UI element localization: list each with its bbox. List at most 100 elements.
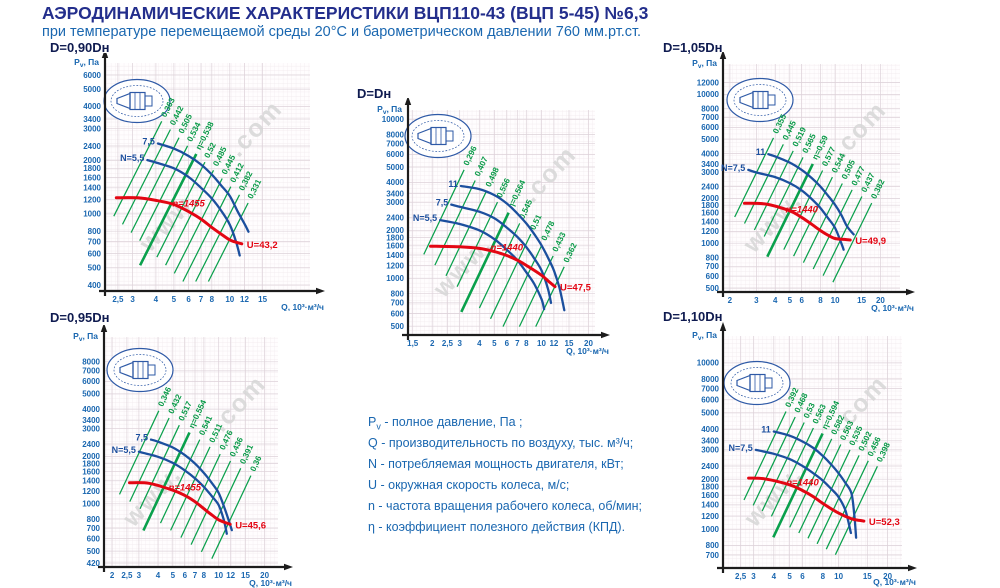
legend: Pv - полное давление, Па ; Q - производи… <box>368 414 642 540</box>
power-curve <box>156 142 250 233</box>
y-axis-title: Pv, Па <box>377 104 402 116</box>
rotation-speed-label: n=1440 <box>491 243 524 254</box>
svg-text:3: 3 <box>130 295 135 304</box>
svg-text:2,5: 2,5 <box>112 295 124 304</box>
svg-text:500: 500 <box>391 322 405 331</box>
speed-curve <box>743 201 852 242</box>
svg-text:1600: 1600 <box>82 468 100 477</box>
rotation-speed-label: n=1440 <box>786 478 819 489</box>
svg-text:15: 15 <box>863 572 872 581</box>
legend-line: U - окружная скорость колеса, м/с; <box>368 478 570 492</box>
svg-text:7: 7 <box>199 295 204 304</box>
svg-text:6: 6 <box>183 571 188 580</box>
svg-text:1200: 1200 <box>701 512 719 521</box>
efficiency-lines: 0,3920,4680,530,563η=0,5940,5820,5630,53… <box>743 386 892 555</box>
fan-curve-chart: www..com0,3630,4420,5050,534η=0,5380,520… <box>74 53 325 311</box>
tip-speed-label: U=52,3 <box>869 517 900 528</box>
chart-variant-label: D=0,95Dн <box>50 310 110 325</box>
svg-text:3000: 3000 <box>82 425 100 434</box>
svg-text:1000: 1000 <box>701 525 719 534</box>
svg-text:1800: 1800 <box>701 201 719 210</box>
svg-text:400: 400 <box>88 281 102 290</box>
efficiency-lines: 0,3630,4420,5050,534η=0,5380,520,4850,44… <box>113 96 263 282</box>
y-axis-title: Pv, Па <box>73 331 98 343</box>
svg-text:20: 20 <box>260 571 269 580</box>
tip-speed-label: U=49,9 <box>855 236 886 247</box>
svg-text:3: 3 <box>457 339 462 348</box>
svg-text:10: 10 <box>225 295 234 304</box>
manufacturer-stamp-logo <box>404 113 472 159</box>
svg-text:500: 500 <box>88 264 102 273</box>
svg-text:4: 4 <box>154 295 159 304</box>
svg-text:12: 12 <box>240 295 249 304</box>
svg-text:800: 800 <box>391 290 405 299</box>
svg-text:12: 12 <box>549 339 558 348</box>
power-curve <box>137 450 228 535</box>
manufacturer-stamp-logo <box>726 77 794 123</box>
fan-curve-chart: www..com0,3550,4450,5190,565η=0,590,5770… <box>692 52 915 312</box>
svg-text:7: 7 <box>515 339 520 348</box>
svg-text:6: 6 <box>186 295 191 304</box>
power-curve-label: N=5,5 <box>413 213 437 223</box>
svg-text:5: 5 <box>172 295 177 304</box>
svg-text:600: 600 <box>87 534 101 543</box>
svg-text:2000: 2000 <box>386 226 404 235</box>
power-curve <box>747 168 845 251</box>
page-subtitle: при температуре перемещаемой среды 20°С … <box>42 24 642 40</box>
rotation-speed-label: n=1440 <box>785 204 818 215</box>
axes <box>98 331 286 572</box>
fan-curve-chart: www..com0,3460,4320,517η=0,5540,5410,511… <box>73 325 293 588</box>
rotation-speed-label: n=1455 <box>169 482 202 493</box>
legend-line: Pv - полное давление, Па ; <box>368 415 523 432</box>
svg-text:15: 15 <box>857 296 866 305</box>
svg-text:2: 2 <box>110 571 115 580</box>
svg-text:1400: 1400 <box>82 477 100 486</box>
y-axis-title: Pv, Па <box>692 58 717 70</box>
svg-text:1200: 1200 <box>701 227 719 236</box>
svg-text:8: 8 <box>210 295 215 304</box>
tick-labels: 1200010000800070006000500040003400300024… <box>697 78 886 305</box>
svg-text:8: 8 <box>524 339 529 348</box>
svg-text:8000: 8000 <box>386 130 404 139</box>
svg-text:3: 3 <box>754 296 759 305</box>
svg-text:1200: 1200 <box>82 487 100 496</box>
svg-text:700: 700 <box>88 237 102 246</box>
svg-text:10000: 10000 <box>697 359 720 368</box>
speed-curve <box>128 481 232 526</box>
svg-text:1000: 1000 <box>83 210 101 219</box>
svg-text:10: 10 <box>834 572 843 581</box>
svg-text:3400: 3400 <box>83 115 101 124</box>
svg-text:600: 600 <box>706 272 720 281</box>
svg-text:800: 800 <box>88 227 102 236</box>
svg-text:2400: 2400 <box>386 214 404 223</box>
svg-text:20: 20 <box>584 339 593 348</box>
svg-text:5000: 5000 <box>82 390 100 399</box>
chart-variant-label: D=Dн <box>357 86 392 101</box>
manufacturer-stamp-logo <box>103 78 171 124</box>
y-axis-title: Pv, Па <box>692 330 717 342</box>
svg-text:4: 4 <box>156 571 161 580</box>
svg-text:3400: 3400 <box>701 437 719 446</box>
svg-text:3000: 3000 <box>701 446 719 455</box>
svg-text:1400: 1400 <box>701 217 719 226</box>
svg-text:3000: 3000 <box>701 168 719 177</box>
x-axis-title: Q, 10³·м³/ч <box>566 346 609 356</box>
svg-text:6000: 6000 <box>701 396 719 405</box>
svg-text:1,5: 1,5 <box>407 339 419 348</box>
x-axis-title: Q, 10³·м³/ч <box>281 302 324 311</box>
svg-text:15: 15 <box>565 339 574 348</box>
svg-text:8: 8 <box>818 296 823 305</box>
svg-text:500: 500 <box>87 547 101 556</box>
tick-labels: 1000080007000600050004000340030002400200… <box>697 359 893 581</box>
speed-curve <box>747 476 866 523</box>
svg-text:1200: 1200 <box>386 261 404 270</box>
svg-text:700: 700 <box>706 262 720 271</box>
svg-text:3000: 3000 <box>386 198 404 207</box>
power-curve <box>149 438 233 532</box>
power-curve-label: 7,5 <box>142 137 155 147</box>
svg-text:1800: 1800 <box>386 233 404 242</box>
svg-text:3000: 3000 <box>83 125 101 134</box>
svg-text:5: 5 <box>171 571 176 580</box>
svg-text:10: 10 <box>831 296 840 305</box>
